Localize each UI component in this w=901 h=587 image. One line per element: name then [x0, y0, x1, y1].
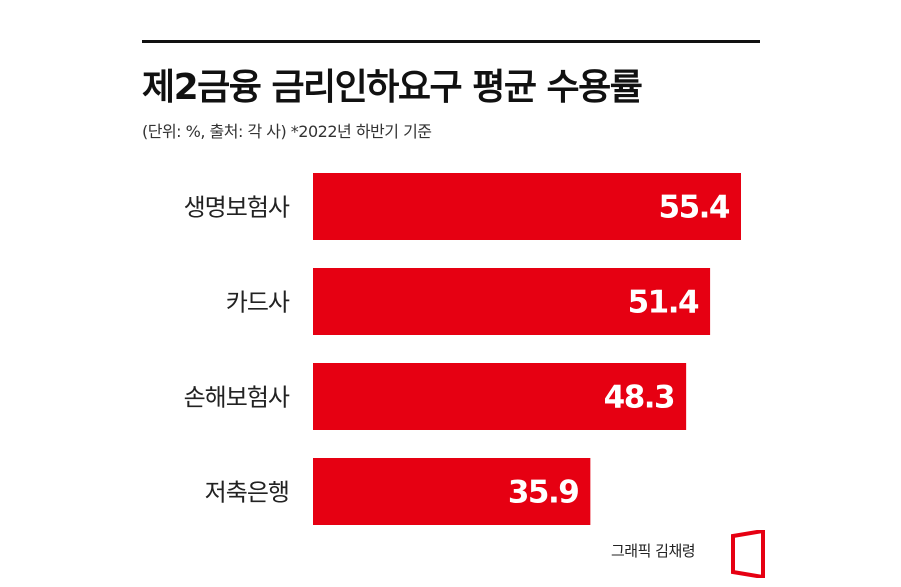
graphic-credit: 그래픽 김채령	[611, 542, 696, 560]
bar-2	[313, 268, 711, 335]
bar-3	[313, 363, 687, 430]
value-label: 55.4	[659, 190, 730, 226]
chart-title: 제2금융 금리인하요구 평균 수용률	[142, 67, 643, 108]
bar-4	[313, 458, 591, 525]
publisher-logo-icon	[731, 530, 765, 578]
category-label: 손해보험사	[184, 384, 290, 412]
category-label: 저축은행	[205, 479, 289, 507]
category-label: 생명보험사	[184, 194, 290, 222]
chart-subtitle: (단위: %, 출처: 각 사) *2022년 하반기 기준	[142, 122, 432, 141]
bar-1	[313, 173, 741, 240]
value-label: 48.3	[604, 380, 675, 416]
value-label: 51.4	[628, 285, 699, 321]
value-label: 35.9	[508, 475, 579, 511]
category-label: 카드사	[226, 289, 290, 317]
top-rule	[142, 40, 760, 43]
